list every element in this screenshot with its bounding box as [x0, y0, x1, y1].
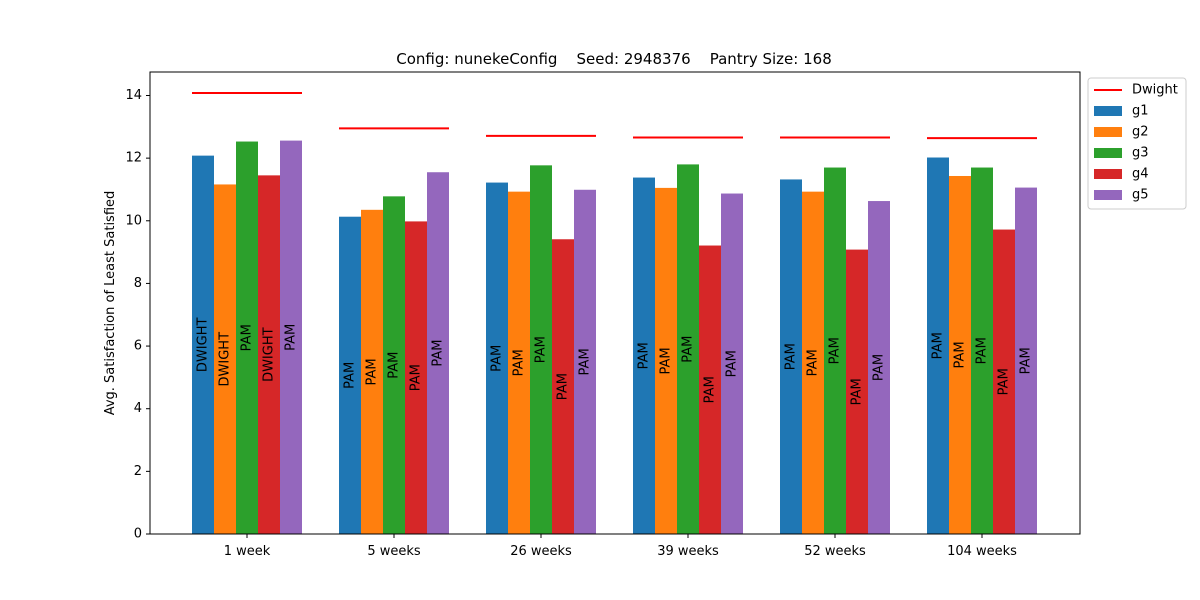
- bar-label: PAM: [725, 350, 740, 377]
- y-axis-label: Avg. Satisfaction of Least Satisfied: [103, 191, 118, 416]
- legend-label-g1: g1: [1132, 104, 1149, 119]
- y-tick-label: 10: [125, 213, 142, 228]
- bar-g1-5: [927, 157, 949, 534]
- bar-g3-3: [677, 164, 699, 534]
- y-tick-label: 8: [134, 276, 142, 291]
- y-tick-label: 2: [134, 464, 142, 479]
- bar-g3-5: [971, 167, 993, 534]
- x-tick-label: 5 weeks: [367, 544, 421, 559]
- bar-g1-2: [486, 182, 508, 534]
- bar-label: PAM: [997, 368, 1012, 395]
- chart-title: Config: nunekeConfig Seed: 2948376 Pantr…: [396, 50, 831, 68]
- bar-g5-5: [1015, 187, 1037, 534]
- x-tick-label: 1 week: [224, 544, 271, 559]
- bar-g4-5: [993, 229, 1015, 534]
- bar-g4-1: [405, 221, 427, 534]
- bar-g4-4: [846, 249, 868, 534]
- bar-g1-1: [339, 216, 361, 534]
- bar-label: PAM: [975, 337, 990, 364]
- bar-label: PAM: [850, 378, 865, 405]
- y-tick-label: 6: [134, 339, 142, 354]
- legend-label-Dwight: Dwight: [1132, 83, 1178, 98]
- bar-label: DWIGHT: [218, 332, 233, 387]
- bar-g1-4: [780, 179, 802, 534]
- y-tick-label: 14: [125, 88, 142, 103]
- bar-g4-2: [552, 239, 574, 535]
- bar-label: PAM: [931, 332, 946, 359]
- bar-label: PAM: [872, 354, 887, 381]
- x-tick-label: 39 weeks: [657, 544, 719, 559]
- bar-g2-3: [655, 187, 677, 534]
- bar-label: PAM: [659, 347, 674, 374]
- legend-swatch-g2: [1094, 127, 1122, 137]
- bar-label: PAM: [578, 348, 593, 375]
- bar-g3-4: [824, 167, 846, 534]
- bar-label: PAM: [387, 352, 402, 379]
- bar-g5-0: [280, 140, 302, 534]
- bar-label: PAM: [1019, 347, 1034, 374]
- legend-swatch-g5: [1094, 190, 1122, 200]
- bar-g3-2: [530, 165, 552, 534]
- y-tick-label: 4: [134, 401, 142, 416]
- bar-g3-1: [383, 196, 405, 534]
- legend-swatch-g4: [1094, 169, 1122, 179]
- bar-label: PAM: [534, 336, 549, 363]
- legend-swatch-g1: [1094, 106, 1122, 116]
- bar-g2-4: [802, 191, 824, 534]
- bar-label: PAM: [490, 345, 505, 372]
- bar-g2-2: [508, 191, 530, 534]
- axes-frame: [149, 71, 1081, 535]
- bar-label: DWIGHT: [196, 318, 211, 373]
- bar-g5-3: [721, 193, 743, 535]
- legend-label-g3: g3: [1132, 146, 1149, 161]
- bar-g2-5: [949, 175, 971, 535]
- bar-label: DWIGHT: [262, 327, 277, 382]
- bar-g5-4: [868, 201, 890, 534]
- bar-g4-0: [258, 175, 280, 534]
- bar-g1-0: [192, 155, 214, 535]
- legend-label-g4: g4: [1132, 167, 1149, 182]
- bar-label: PAM: [703, 376, 718, 403]
- y-tick-label: 12: [125, 151, 142, 166]
- bar-label: PAM: [556, 373, 571, 400]
- bar-label: PAM: [828, 337, 843, 364]
- bar-label: PAM: [637, 342, 652, 369]
- legend-label-g2: g2: [1132, 125, 1149, 140]
- bar-label: PAM: [343, 362, 358, 389]
- bar-label: PAM: [806, 349, 821, 376]
- x-tick-label: 26 weeks: [510, 544, 572, 559]
- bar-g2-0: [214, 184, 236, 534]
- plot-area: DWIGHT PAM PAM PAM PAM PAM DWIGHT PAM PAM PAM PAM P…: [125, 71, 1081, 559]
- legend: Dwight g1 g2 g3 g4 g5: [1087, 77, 1187, 210]
- bar-label: PAM: [409, 364, 424, 391]
- bar-g4-3: [699, 245, 721, 535]
- bar-label: PAM: [365, 358, 380, 385]
- y-tick-label: 0: [134, 527, 142, 542]
- bar-g3-0: [236, 141, 258, 534]
- bar-g2-1: [361, 209, 383, 534]
- bar-label: PAM: [512, 349, 527, 376]
- bar-g5-2: [574, 189, 596, 534]
- bar-label: PAM: [240, 324, 255, 351]
- legend-swatch-g3: [1094, 148, 1122, 158]
- bar-label: PAM: [953, 341, 968, 368]
- bar-g5-1: [427, 172, 449, 534]
- bar-label: PAM: [431, 340, 446, 367]
- bar-label: PAM: [784, 343, 799, 370]
- x-tick-label: 104 weeks: [947, 544, 1017, 559]
- bar-label: PAM: [284, 324, 299, 351]
- bar-g1-3: [633, 177, 655, 535]
- bar-label: PAM: [681, 336, 696, 363]
- x-tick-label: 52 weeks: [804, 544, 866, 559]
- legend-label-g5: g5: [1132, 188, 1149, 203]
